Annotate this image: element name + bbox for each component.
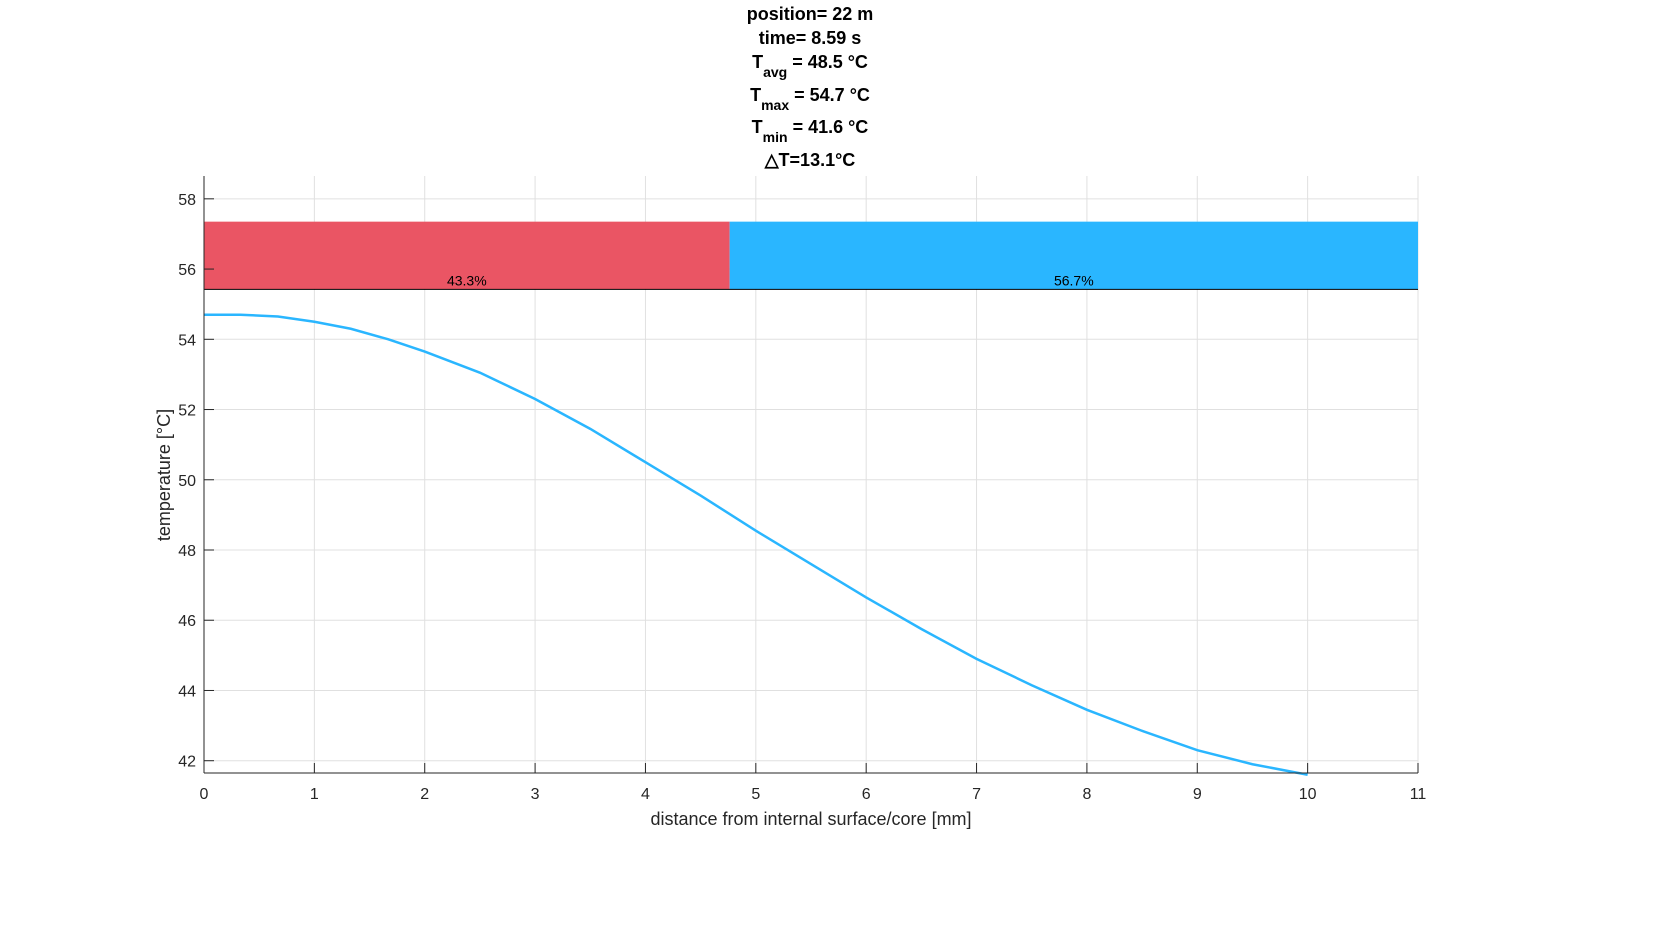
title-value: = 48.5 °C: [787, 52, 868, 72]
y-tick-label: 44: [178, 683, 196, 700]
x-tick-label: 7: [972, 786, 981, 803]
y-axis-label: temperature [°C]: [154, 409, 174, 541]
x-tick-label: 1: [310, 786, 319, 803]
chart-title-line: Tmax = 54.7 °C: [750, 85, 870, 113]
chart-title-line: time= 8.59 s: [759, 28, 862, 48]
title-text: T: [750, 85, 761, 105]
x-tick-label: 4: [641, 786, 650, 803]
x-tick-label: 6: [862, 786, 871, 803]
title-value: = 54.7 °C: [789, 85, 870, 105]
y-tick-label: 52: [178, 403, 196, 420]
title-text: time= 8.59 s: [759, 28, 862, 48]
y-tick-label: 42: [178, 754, 196, 771]
y-tick-label: 48: [178, 543, 196, 560]
chart-title-line: △T=13.1°C: [764, 150, 856, 170]
chart-title-line: position= 22 m: [747, 4, 874, 24]
x-tick-label: 11: [1410, 786, 1427, 803]
chart-title-line: Tavg = 48.5 °C: [752, 52, 868, 80]
bar-segment-label: 56.7%: [1054, 272, 1094, 288]
y-tick-label: 54: [178, 332, 196, 349]
y-tick-label: 50: [178, 473, 196, 490]
chart-title-line: Tmin = 41.6 °C: [752, 117, 869, 145]
bar-segment: [204, 221, 730, 290]
title-subscript: min: [763, 129, 788, 145]
x-tick-label: 0: [200, 786, 209, 803]
title-text: T: [752, 52, 763, 72]
x-tick-label: 8: [1082, 786, 1091, 803]
bar-segment-label: 43.3%: [447, 272, 487, 288]
x-axis-label: distance from internal surface/core [mm]: [650, 809, 971, 829]
y-tick-label: 56: [178, 262, 196, 279]
bar-segment: [729, 221, 1418, 290]
title-text: position= 22 m: [747, 4, 874, 24]
title-subscript: max: [761, 97, 789, 113]
y-tick-label: 58: [178, 192, 196, 209]
x-tick-label: 9: [1193, 786, 1202, 803]
title-text: T: [752, 117, 763, 137]
x-tick-label: 5: [751, 786, 760, 803]
title-text: △T=13.1°C: [764, 150, 856, 170]
x-tick-label: 3: [531, 786, 540, 803]
x-tick-label: 2: [420, 786, 429, 803]
title-value: = 41.6 °C: [788, 117, 869, 137]
title-subscript: avg: [763, 64, 787, 80]
x-tick-label: 10: [1299, 786, 1317, 803]
y-tick-label: 46: [178, 613, 196, 630]
temperature-line: [204, 313, 1308, 776]
